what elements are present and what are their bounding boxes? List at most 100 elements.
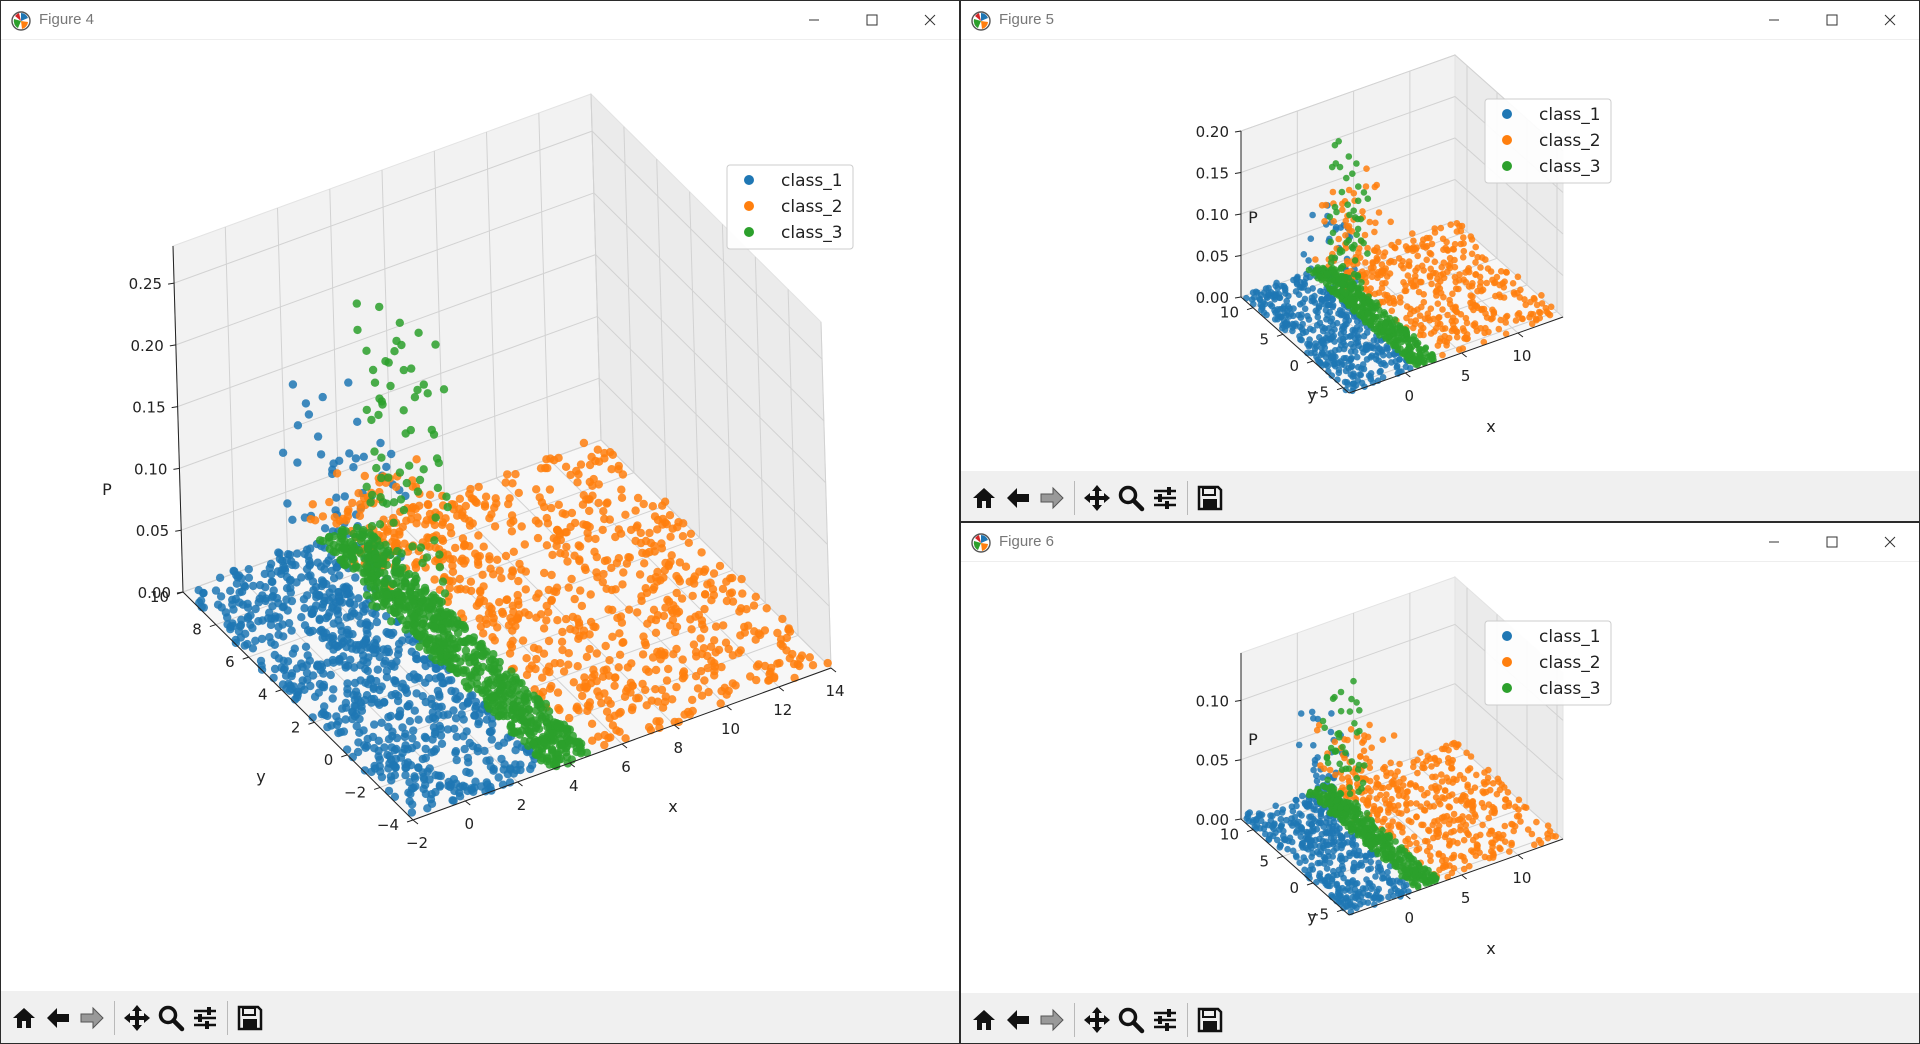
data-point	[332, 563, 341, 572]
data-point	[1360, 189, 1368, 196]
forward-button[interactable]	[75, 1000, 109, 1036]
data-point	[530, 685, 539, 694]
minimize-button[interactable]	[1745, 523, 1803, 561]
data-point	[640, 559, 649, 568]
configure-subplots-button[interactable]	[1148, 480, 1182, 516]
close-button[interactable]	[1861, 1, 1919, 39]
data-point	[1522, 804, 1530, 811]
data-point	[1361, 231, 1369, 239]
data-point	[1533, 818, 1540, 826]
data-point	[1538, 292, 1545, 299]
data-point	[499, 765, 508, 774]
data-point	[700, 676, 709, 685]
save-button[interactable]	[233, 1000, 267, 1036]
data-point	[411, 560, 420, 569]
data-point	[585, 702, 594, 711]
save-button[interactable]	[1193, 480, 1227, 516]
data-point	[365, 528, 374, 537]
data-point	[1344, 381, 1352, 388]
data-point	[1462, 278, 1470, 286]
data-point	[274, 630, 283, 639]
data-point	[565, 713, 574, 723]
forward-button[interactable]	[1035, 480, 1069, 516]
data-point	[1295, 741, 1303, 749]
data-point	[370, 720, 379, 729]
data-point	[1379, 311, 1387, 319]
data-point	[1440, 862, 1447, 870]
matplotlib-logo-icon	[10, 10, 32, 32]
data-point	[1313, 772, 1320, 779]
maximize-button[interactable]	[1803, 1, 1861, 39]
back-button[interactable]	[1001, 480, 1035, 516]
data-point	[283, 657, 293, 666]
data-point	[393, 587, 402, 597]
data-point	[341, 715, 350, 724]
data-point	[651, 685, 660, 694]
data-point	[577, 601, 587, 611]
data-point	[1354, 363, 1362, 371]
figure-4-canvas[interactable]: −2 0 2 4 6 8 10 12 14 −4 −2 0 2 4 6 8 10 0.00 0.05 0.10 0.15…	[1, 39, 959, 991]
data-point	[604, 605, 613, 614]
data-point	[1337, 246, 1344, 254]
data-point	[585, 644, 594, 654]
close-button[interactable]	[901, 1, 959, 39]
y-tick-label: −5	[1307, 384, 1329, 402]
data-point	[352, 721, 361, 731]
zoom-button[interactable]	[154, 1000, 188, 1036]
data-point	[1298, 826, 1305, 833]
data-point	[594, 498, 603, 508]
home-button[interactable]	[7, 1000, 41, 1036]
data-point	[1515, 310, 1523, 317]
data-point	[343, 625, 352, 635]
data-point	[601, 641, 610, 651]
title-bar[interactable]: Figure 5	[961, 1, 1919, 40]
zoom-button[interactable]	[1114, 480, 1148, 516]
data-point	[450, 724, 459, 733]
minimize-button[interactable]	[785, 1, 843, 39]
data-point	[1528, 320, 1536, 328]
data-point	[407, 364, 416, 373]
y-tick-label: −4	[377, 816, 399, 834]
data-point	[409, 726, 418, 735]
title-bar[interactable]: Figure 6	[961, 523, 1919, 562]
data-point	[508, 636, 517, 646]
data-point	[1316, 817, 1324, 825]
home-button[interactable]	[967, 480, 1001, 516]
data-point	[1335, 235, 1342, 243]
data-point	[514, 488, 523, 498]
data-point	[413, 385, 422, 395]
data-point	[1421, 359, 1428, 367]
data-point	[488, 700, 497, 709]
close-button[interactable]	[1861, 523, 1919, 561]
maximize-button[interactable]	[843, 1, 901, 39]
data-point	[1391, 885, 1399, 893]
data-point	[545, 485, 555, 494]
data-point	[1356, 371, 1364, 378]
data-point	[1345, 237, 1352, 244]
pan-button[interactable]	[1080, 480, 1114, 516]
data-point	[1335, 366, 1343, 374]
data-point	[455, 494, 465, 503]
data-point	[1423, 800, 1431, 807]
back-button[interactable]	[41, 1000, 75, 1036]
title-bar[interactable]: Figure 4	[1, 1, 959, 40]
data-point	[531, 750, 540, 759]
minimize-button[interactable]	[1745, 1, 1803, 39]
data-point	[398, 636, 407, 645]
data-point	[746, 672, 755, 681]
data-point	[502, 697, 511, 706]
y-tick-mark	[1336, 387, 1344, 391]
data-point	[448, 567, 458, 576]
data-point	[1376, 345, 1383, 352]
data-point	[1433, 828, 1441, 835]
data-point	[486, 762, 496, 771]
data-point	[1299, 329, 1307, 337]
data-point	[480, 746, 489, 756]
data-point	[472, 673, 482, 682]
configure-subplots-button[interactable]	[188, 1000, 222, 1036]
data-point	[267, 570, 276, 579]
maximize-button[interactable]	[1803, 523, 1861, 561]
pan-button[interactable]	[120, 1000, 154, 1036]
